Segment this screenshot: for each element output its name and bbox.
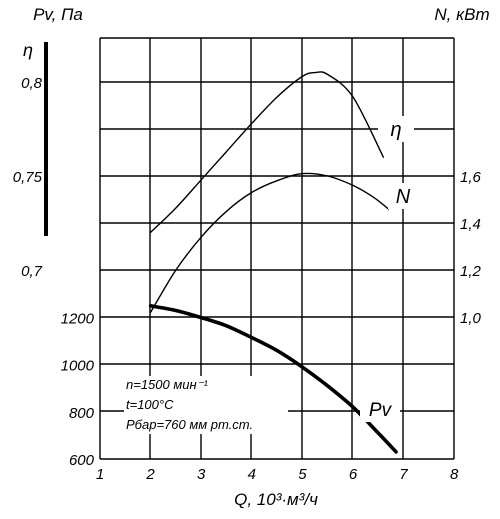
condition-pressure: Рбар=760 мм рт.ст. (126, 417, 253, 432)
x-tick-labels: 1 2 3 4 5 6 7 8 (96, 466, 459, 483)
pv-label-bg (360, 396, 400, 422)
x-tick-label: 7 (399, 466, 408, 483)
pv-tick-labels: 600 800 1000 1200 (61, 311, 95, 469)
q-axis-title: Q, 10³·м³/ч (234, 490, 318, 509)
x-tick-label: 8 (450, 466, 459, 483)
condition-speed: n=1500 мин⁻¹ (126, 377, 209, 392)
pv-axis-title: Pv, Па (33, 5, 83, 24)
eta-axis-title: η (23, 40, 33, 60)
x-tick-label: 5 (298, 466, 307, 483)
n-curve-label: N (396, 186, 411, 208)
x-tick-label: 1 (96, 466, 104, 483)
eta-tick-labels: 0,8 0,75 0,7 (13, 75, 43, 280)
pv-curve-label: Pv (369, 400, 393, 421)
x-tick-label: 4 (248, 466, 256, 483)
pv-tick-label: 1200 (61, 311, 95, 328)
eta-tick-label: 0,8 (21, 75, 43, 92)
power-tick-label: 1,6 (460, 169, 482, 186)
power-axis-title: N, кВт (434, 5, 489, 24)
pv-tick-label: 600 (69, 452, 95, 469)
n-label-bg (388, 183, 418, 209)
series-line-n (149, 172, 390, 313)
eta-label-bg (378, 116, 414, 142)
power-tick-labels: 1,0 1,2 1,4 1,6 (460, 169, 482, 327)
conditions-bg (124, 376, 288, 434)
x-tick-label: 2 (145, 466, 155, 483)
eta-curve-label: η (390, 119, 401, 141)
x-tick-label: 6 (349, 466, 358, 483)
pv-tick-label: 800 (69, 405, 95, 422)
x-tick-label: 3 (197, 466, 206, 483)
power-tick-label: 1,4 (460, 216, 481, 233)
eta-tick-label: 0,75 (13, 169, 43, 186)
series-line-eta (149, 71, 385, 234)
pv-tick-label: 1000 (61, 358, 95, 375)
condition-temp: t=100°C (126, 397, 174, 412)
power-tick-label: 1,0 (460, 310, 482, 327)
eta-tick-label: 0,7 (21, 263, 43, 280)
power-tick-label: 1,2 (460, 263, 482, 280)
